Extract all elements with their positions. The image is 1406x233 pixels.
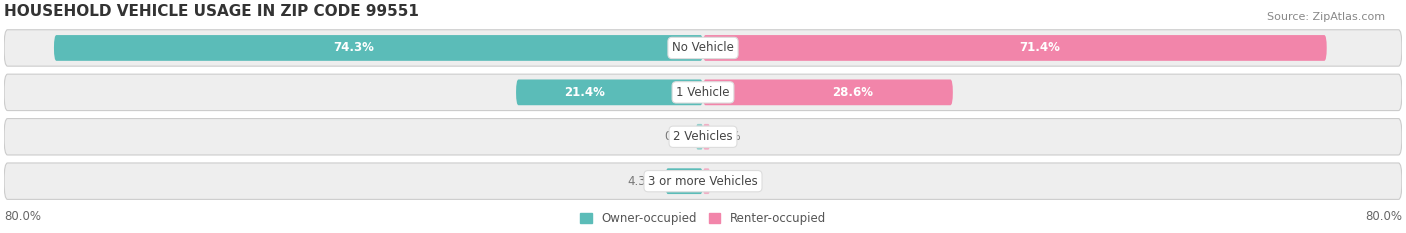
FancyBboxPatch shape (53, 35, 703, 61)
FancyBboxPatch shape (696, 124, 703, 150)
Text: 80.0%: 80.0% (4, 210, 41, 223)
Text: 2 Vehicles: 2 Vehicles (673, 130, 733, 143)
Text: 0.0%: 0.0% (711, 175, 741, 188)
Text: No Vehicle: No Vehicle (672, 41, 734, 55)
Text: 3 or more Vehicles: 3 or more Vehicles (648, 175, 758, 188)
Text: 1 Vehicle: 1 Vehicle (676, 86, 730, 99)
FancyBboxPatch shape (703, 35, 1327, 61)
Text: 0.0%: 0.0% (665, 130, 695, 143)
FancyBboxPatch shape (4, 119, 1402, 155)
Text: 0.0%: 0.0% (711, 130, 741, 143)
FancyBboxPatch shape (703, 124, 710, 150)
Text: 21.4%: 21.4% (564, 86, 605, 99)
Text: 4.3%: 4.3% (627, 175, 657, 188)
Text: 80.0%: 80.0% (1365, 210, 1402, 223)
Text: 74.3%: 74.3% (333, 41, 374, 55)
FancyBboxPatch shape (703, 168, 710, 194)
FancyBboxPatch shape (4, 30, 1402, 66)
FancyBboxPatch shape (4, 163, 1402, 199)
Text: 71.4%: 71.4% (1019, 41, 1060, 55)
Legend: Owner-occupied, Renter-occupied: Owner-occupied, Renter-occupied (575, 207, 831, 230)
FancyBboxPatch shape (665, 168, 703, 194)
Text: Source: ZipAtlas.com: Source: ZipAtlas.com (1267, 12, 1385, 22)
Text: HOUSEHOLD VEHICLE USAGE IN ZIP CODE 99551: HOUSEHOLD VEHICLE USAGE IN ZIP CODE 9955… (4, 4, 419, 19)
Text: 28.6%: 28.6% (832, 86, 873, 99)
FancyBboxPatch shape (703, 79, 953, 105)
FancyBboxPatch shape (4, 74, 1402, 111)
FancyBboxPatch shape (516, 79, 703, 105)
